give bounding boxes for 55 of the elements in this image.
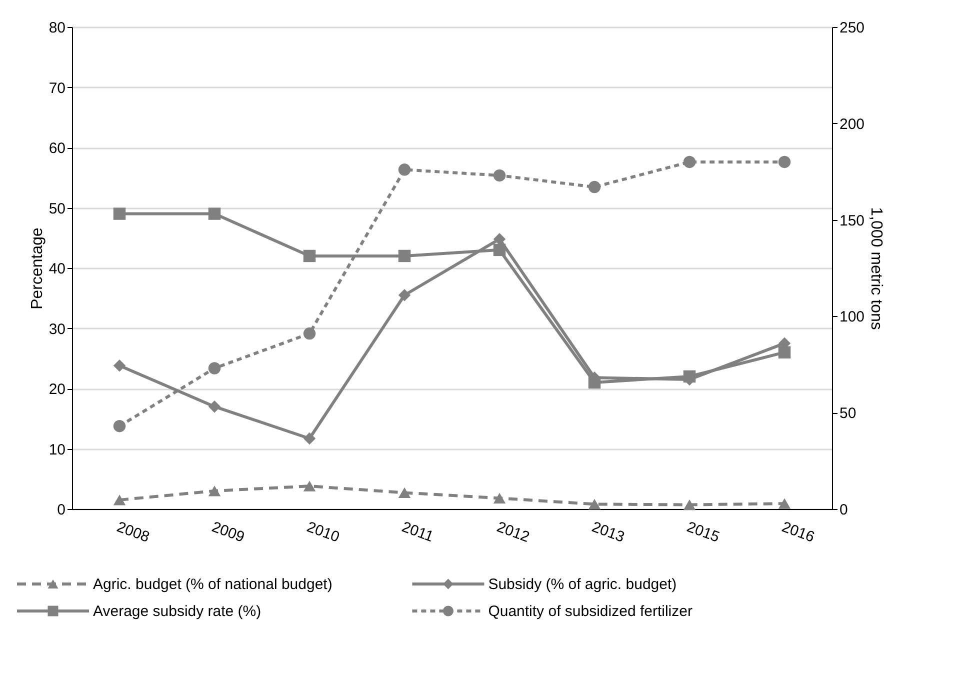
y2-tick-label: 150 xyxy=(840,212,865,230)
x-tick-label: 2008 xyxy=(114,518,152,546)
point xyxy=(588,180,601,194)
point xyxy=(493,232,506,246)
y-tick-label: 70 xyxy=(48,80,66,97)
point xyxy=(493,169,506,182)
y-tick-label: 30 xyxy=(48,320,66,338)
point xyxy=(778,156,791,168)
point xyxy=(208,486,221,496)
legend-label: Quantity of subsidized fertilizer xyxy=(488,603,692,620)
point xyxy=(683,156,696,168)
y2-axis-title: 1,000 metric tons xyxy=(868,207,885,330)
x-tick-label: 2013 xyxy=(590,518,627,546)
point xyxy=(208,208,221,220)
x-tick-label: 2016 xyxy=(780,518,817,546)
legend-label: Agric. budget (% of national budget) xyxy=(93,576,332,593)
point xyxy=(113,494,126,506)
y-tick-label: 10 xyxy=(48,441,66,458)
point xyxy=(303,327,316,340)
y-tick-label: 20 xyxy=(48,381,66,398)
y2-tick-label: 100 xyxy=(840,308,865,326)
point xyxy=(303,250,316,262)
x-tick-label: 2010 xyxy=(304,518,342,546)
y-axis-title: Percentage xyxy=(28,227,46,310)
point xyxy=(588,498,601,510)
y2-tick-label: 200 xyxy=(840,116,865,133)
point xyxy=(113,420,126,432)
x-tick-label: 2012 xyxy=(494,518,532,546)
y-tick-label: 50 xyxy=(48,200,66,218)
x-tick-label: 2011 xyxy=(400,518,436,546)
y-tick-label: 80 xyxy=(48,20,66,36)
y2-tick-label: 0 xyxy=(840,502,848,518)
point xyxy=(778,346,791,358)
point xyxy=(398,487,411,498)
y-tick-label: 40 xyxy=(48,260,66,278)
y2-tick-label: 250 xyxy=(840,20,865,36)
point xyxy=(303,432,316,445)
legend-label: Subsidy (% of agric. budget) xyxy=(488,576,677,593)
y-tick-label: 0 xyxy=(57,502,66,518)
y2-tick-label: 50 xyxy=(840,405,856,422)
point xyxy=(398,250,411,262)
point xyxy=(778,498,791,509)
point xyxy=(683,499,696,510)
point xyxy=(208,362,221,374)
point xyxy=(303,480,316,492)
point xyxy=(398,164,411,176)
point xyxy=(113,359,126,372)
point xyxy=(398,288,411,302)
x-tick-label: 2009 xyxy=(210,518,247,546)
legend-label: Average subsidy rate (%) xyxy=(93,603,262,620)
point xyxy=(113,208,126,220)
point xyxy=(208,400,221,413)
point xyxy=(493,492,506,504)
y-tick-label: 60 xyxy=(48,140,66,157)
x-tick-label: 2015 xyxy=(684,518,722,546)
